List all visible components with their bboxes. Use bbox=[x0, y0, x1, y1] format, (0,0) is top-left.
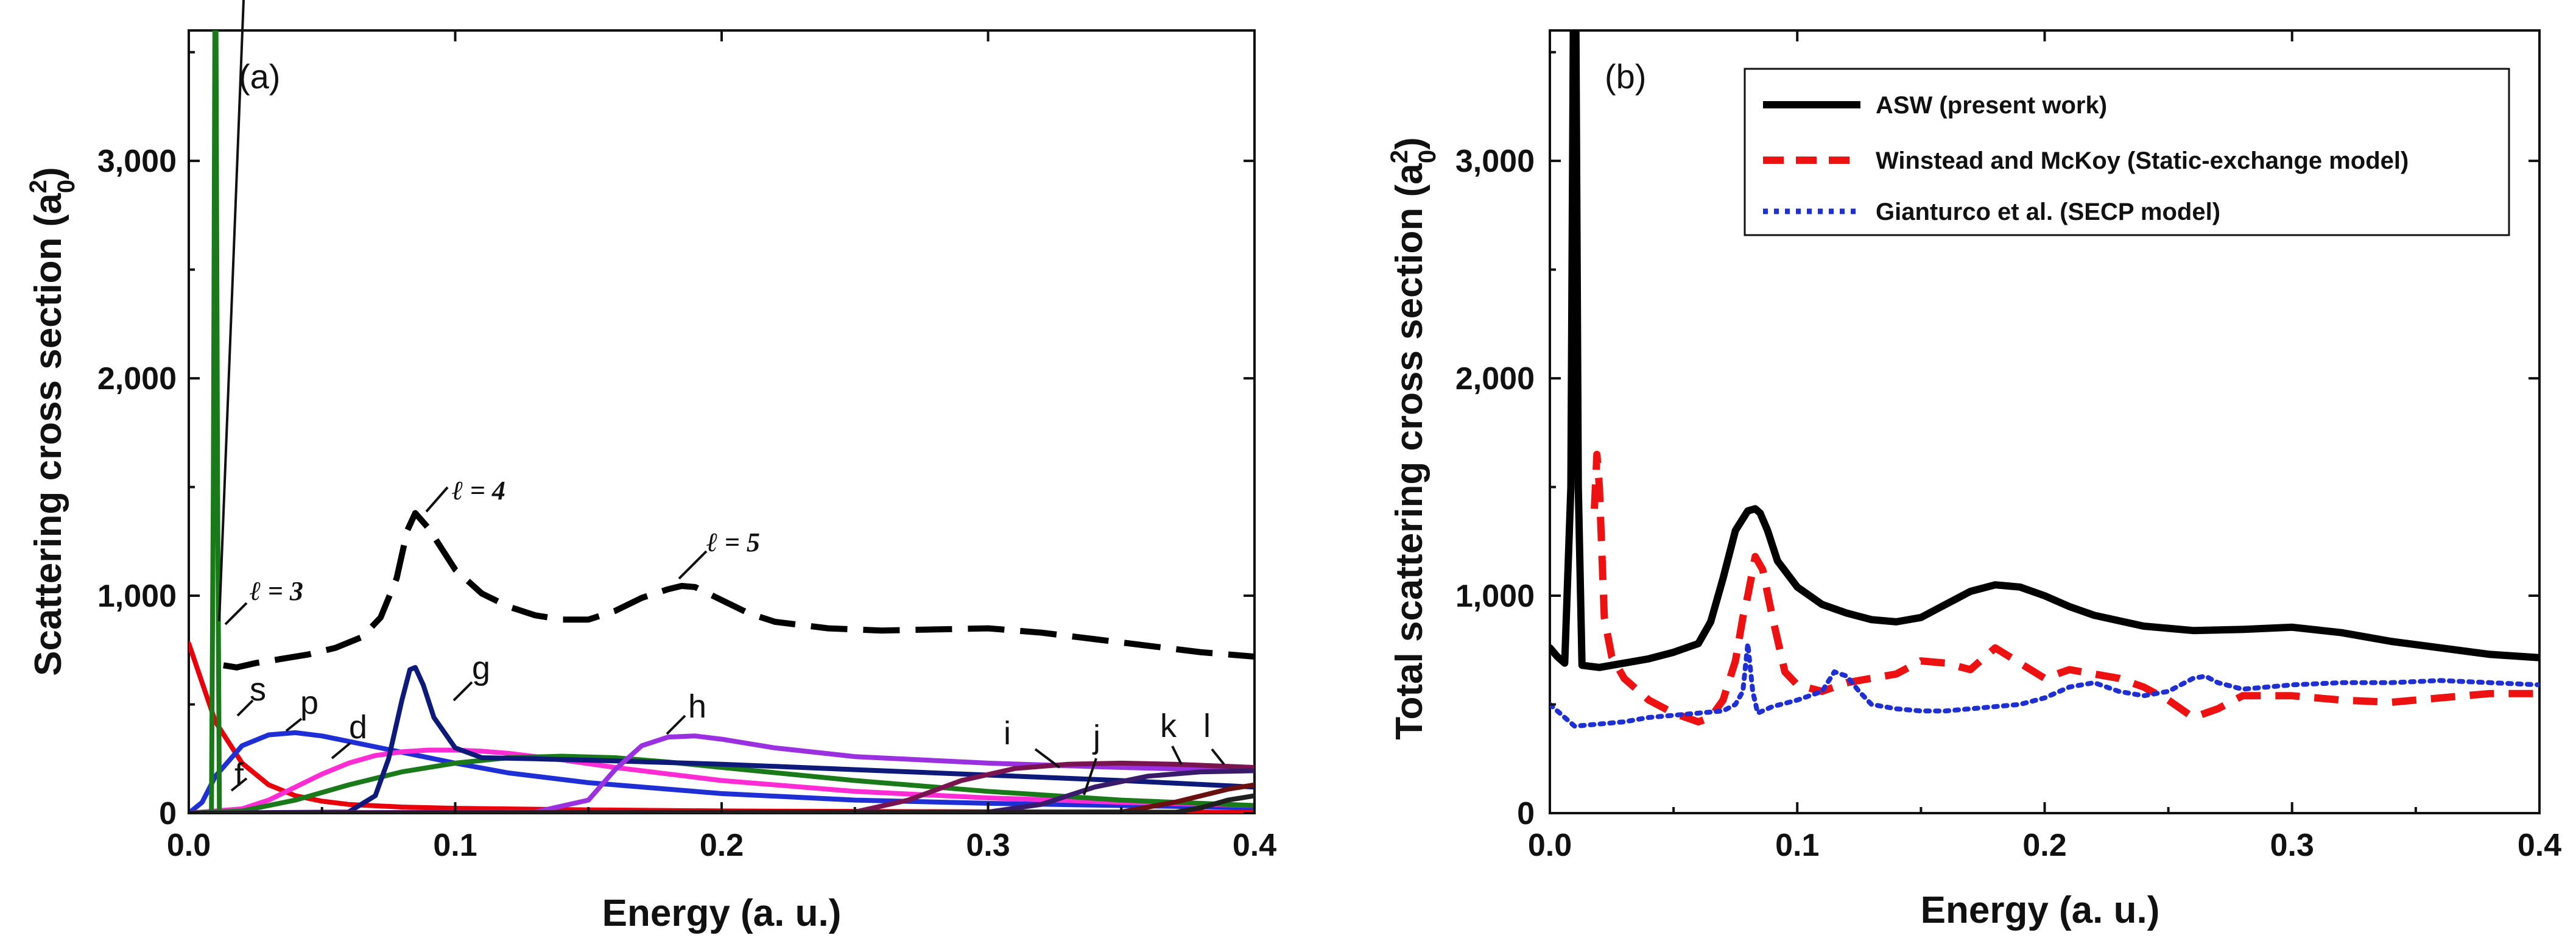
panel-a-xtick-label: 0.3 bbox=[966, 828, 1010, 863]
panel-b-ylabel: Total scattering cross section (a20) bbox=[1386, 137, 1441, 740]
legend-label-winstead: Winstead and McKoy (Static-exchange mode… bbox=[1876, 147, 2409, 174]
annotation-l: l bbox=[1203, 708, 1211, 744]
panel-a-ylabel-sub: 0 bbox=[53, 180, 80, 193]
panel-a-plot-frame bbox=[188, 29, 1256, 814]
legend-box bbox=[1744, 68, 2510, 236]
panel-a-xlabel: Energy (a. u.) bbox=[602, 892, 842, 934]
panel-a-label: (a) bbox=[239, 57, 280, 96]
panel-b-series-asw-present-work bbox=[1550, 30, 2539, 671]
arrow-ell4 bbox=[425, 486, 449, 513]
annotation-p: p bbox=[300, 685, 318, 721]
annotation-d: d bbox=[349, 709, 367, 746]
panel-b-legend: ASW (present work) Winstead and McKoy (S… bbox=[1744, 68, 2510, 236]
annotation-k: k bbox=[1160, 708, 1177, 744]
panel-b-label: (b) bbox=[1605, 57, 1646, 96]
panel-a-xtick-label: 0.0 bbox=[167, 828, 211, 863]
panel-b-xtick-label: 0.1 bbox=[1775, 828, 1819, 863]
arrow-j bbox=[1083, 758, 1097, 795]
annotation-j: j bbox=[1092, 719, 1100, 755]
panel-a-xtick-label: 0.1 bbox=[433, 828, 477, 863]
panel-b-series-winstead-and-mckoy-static-exchange-model bbox=[1591, 451, 2539, 726]
panel-a-ylabel: Scattering cross section (a20) bbox=[25, 167, 80, 676]
annotation-ell5: ℓ = 5 bbox=[706, 527, 760, 557]
arrow-ell3 bbox=[224, 602, 248, 626]
arrow-d bbox=[331, 742, 351, 760]
annotation-arrow-ell3 bbox=[218, 0, 245, 622]
panel-a-ticks: 0.0 0.1 0.2 0.3 0.4 0 1,000 2,000 3,000 bbox=[97, 30, 1276, 863]
panel-a-xtick-label: 0.4 bbox=[1233, 828, 1276, 863]
panel-a-annotations bbox=[218, 0, 245, 622]
panel-b-ticks: 0.0 0.1 0.2 0.3 0.4 0 1,000 2,000 3,000 bbox=[1455, 30, 2561, 863]
panel-b-ytick-label: 1,000 bbox=[1455, 579, 1535, 614]
panel-b-xtick-label: 0.4 bbox=[2518, 828, 2561, 863]
panel-a-series-group bbox=[189, 30, 1255, 813]
panel-b-xtick-label: 0.3 bbox=[2270, 828, 2314, 863]
arrow-f bbox=[230, 777, 248, 792]
panel-b-series-gianturco-et-al-secp-model bbox=[1550, 641, 2539, 729]
annotation-f: f bbox=[234, 756, 244, 793]
panel-a-series-h bbox=[189, 733, 1255, 813]
arrow-p bbox=[285, 718, 303, 732]
panel-b-series-group bbox=[1550, 30, 2539, 729]
panel-a-chart: 0.0 0.1 0.2 0.3 0.4 0 1,000 2,000 3,000 (a) Ener… bbox=[25, 0, 1276, 934]
panel-b-ytick-label: 0 bbox=[1517, 796, 1535, 831]
arrow-h bbox=[666, 714, 686, 735]
panel-a-ytick-label: 2,000 bbox=[97, 361, 177, 397]
panel-a-ytick-label: 1,000 bbox=[97, 579, 177, 614]
arrow-i bbox=[1034, 748, 1061, 769]
panel-a-ylabel-main: Scattering cross section (a bbox=[27, 193, 69, 676]
panel-b-chart: 0.0 0.1 0.2 0.3 0.4 0 1,000 2,000 3,000 (b) Ener… bbox=[1386, 29, 2561, 931]
arrow-ell5 bbox=[678, 550, 708, 580]
annotation-ell4: ℓ = 4 bbox=[452, 476, 505, 506]
panel-a-series-l bbox=[189, 793, 1255, 813]
panel-b-xlabel: Energy (a. u.) bbox=[1921, 889, 2160, 931]
annotation-g: g bbox=[472, 650, 490, 686]
panel-b-ytick-label: 3,000 bbox=[1455, 144, 1535, 179]
arrow-s bbox=[236, 699, 254, 717]
panel-b-ytick-label: 2,000 bbox=[1455, 361, 1535, 397]
legend-label-asw: ASW (present work) bbox=[1876, 92, 2107, 119]
panel-a-series-i bbox=[189, 760, 1255, 813]
arrow-l bbox=[1211, 748, 1225, 766]
panel-b-ylabel-end: ) bbox=[1388, 137, 1431, 150]
panel-a-series-g bbox=[189, 665, 1255, 813]
panel-b-ylabel-main: Total scattering cross section (a bbox=[1388, 163, 1431, 740]
panel-b-ylabel-sub: 0 bbox=[1414, 150, 1441, 163]
panel-b-xtick-label: 0.0 bbox=[1528, 828, 1572, 863]
legend-label-gianturco: Gianturco et al. (SECP model) bbox=[1876, 199, 2220, 225]
panel-a-ytick-label: 0 bbox=[159, 796, 177, 831]
panel-a-series-total bbox=[223, 510, 1255, 671]
arrow-g bbox=[452, 681, 473, 702]
annotation-s: s bbox=[250, 671, 266, 708]
panel-a-series-f-spike bbox=[209, 30, 222, 813]
panel-a-annotation-arrows bbox=[224, 486, 1225, 795]
panel-a-ytick-label: 3,000 bbox=[97, 144, 177, 179]
annotation-i: i bbox=[1004, 715, 1011, 752]
panel-b-xtick-label: 0.2 bbox=[2022, 828, 2066, 863]
panel-a-ylabel-sup: 2 bbox=[25, 180, 52, 193]
panel-a-xtick-label: 0.2 bbox=[700, 828, 744, 863]
panel-b-ylabel-sup: 2 bbox=[1386, 150, 1413, 163]
arrow-k bbox=[1171, 746, 1183, 765]
panel-a-ylabel-end: ) bbox=[27, 167, 69, 180]
annotation-h: h bbox=[688, 688, 706, 725]
annotation-ell3: ℓ = 3 bbox=[250, 576, 303, 606]
